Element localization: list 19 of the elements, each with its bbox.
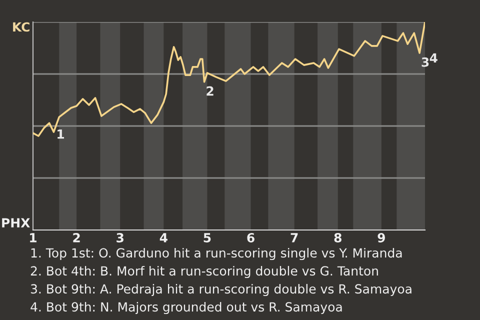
- x-tick-label: 2: [73, 233, 80, 242]
- annotation: 1: [58, 130, 64, 139]
- x-tick-label: 1: [30, 233, 36, 242]
- x-tick-label: 9: [378, 233, 385, 242]
- text: 3. Bot 9th: A. Pedraja hit a run-scoring double vs R. Samayoa: [30, 284, 412, 296]
- x-tick-label: 3: [116, 233, 124, 242]
- annotation: 4: [430, 53, 438, 62]
- text: KC: [13, 22, 30, 32]
- text: 4. Bot 9th: N. Majors grounded out vs R. Samayoa: [30, 302, 342, 314]
- text: 1. Top 1st: O. Garduno hit a run-scoring single vs Y. Miranda: [31, 248, 402, 260]
- x-tick-label: 4: [160, 233, 168, 242]
- text: 2. Bot 4th: B. Morf hit a run-scoring double vs G. Tanton: [30, 266, 378, 278]
- x-tick-label: 8: [334, 233, 342, 242]
- text: PHX: [2, 218, 30, 228]
- x-tick-label: 6: [247, 233, 254, 242]
- annotation: 2: [206, 86, 214, 96]
- x-tick-label: 5: [204, 233, 211, 242]
- x-tick-label: 7: [290, 233, 298, 242]
- annotation: 3: [422, 57, 429, 67]
